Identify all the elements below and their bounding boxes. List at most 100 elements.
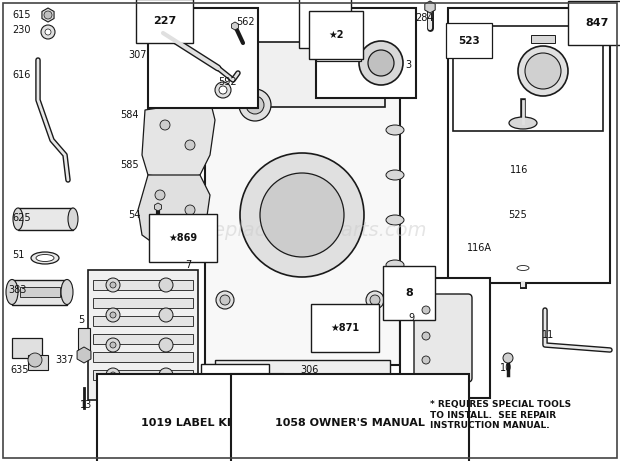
Circle shape [503, 353, 513, 363]
Circle shape [216, 71, 234, 89]
Polygon shape [142, 100, 215, 180]
Circle shape [327, 32, 363, 68]
Text: 10: 10 [500, 363, 512, 373]
Circle shape [110, 312, 116, 318]
Circle shape [99, 398, 109, 408]
Circle shape [422, 332, 430, 340]
Bar [93, 316, 193, 326]
Text: 307: 307 [128, 50, 146, 60]
Text: 284: 284 [415, 13, 433, 23]
Text: 523: 523 [458, 36, 480, 46]
Text: 11: 11 [542, 330, 554, 340]
Circle shape [317, 22, 373, 78]
Ellipse shape [512, 263, 534, 273]
Text: 306: 306 [300, 365, 319, 375]
Circle shape [110, 282, 116, 288]
Text: 525: 525 [508, 210, 527, 220]
Circle shape [159, 278, 173, 292]
Ellipse shape [509, 117, 537, 129]
Bar [93, 370, 193, 380]
Ellipse shape [386, 125, 404, 135]
Circle shape [518, 46, 568, 96]
Circle shape [219, 86, 227, 94]
Circle shape [159, 308, 173, 322]
Circle shape [422, 306, 430, 314]
Circle shape [368, 50, 394, 76]
Circle shape [366, 291, 384, 309]
Ellipse shape [31, 252, 59, 264]
Ellipse shape [517, 266, 529, 271]
Text: 584: 584 [120, 110, 138, 120]
Bar [400, 278, 490, 398]
Text: 7: 7 [185, 260, 191, 270]
Text: 635: 635 [10, 365, 29, 375]
Text: 337: 337 [55, 355, 74, 365]
Text: 51: 51 [12, 250, 24, 260]
Circle shape [155, 190, 165, 200]
Bar [148, 8, 258, 108]
Circle shape [260, 173, 344, 257]
Ellipse shape [36, 254, 54, 261]
Circle shape [110, 342, 116, 348]
Text: ★871: ★871 [330, 323, 359, 333]
Text: ereplacementparts.com: ereplacementparts.com [193, 221, 427, 240]
Circle shape [215, 82, 231, 98]
Ellipse shape [386, 215, 404, 225]
Circle shape [246, 96, 264, 114]
Bar [28, 355, 48, 370]
Text: 230: 230 [12, 25, 30, 35]
Circle shape [240, 153, 364, 277]
Text: ★2: ★2 [328, 30, 343, 40]
Text: 847: 847 [585, 18, 608, 28]
Text: 227: 227 [153, 16, 176, 26]
Bar [316, 8, 416, 98]
Bar [215, 360, 390, 375]
Circle shape [44, 11, 52, 19]
Circle shape [41, 25, 55, 39]
Circle shape [185, 140, 195, 150]
Polygon shape [138, 175, 210, 248]
Circle shape [110, 372, 116, 378]
Ellipse shape [386, 170, 404, 180]
Ellipse shape [68, 208, 78, 230]
Circle shape [45, 29, 51, 35]
Text: ★869: ★869 [168, 233, 197, 243]
Circle shape [220, 295, 230, 305]
Bar [93, 334, 193, 344]
Bar [93, 298, 193, 308]
Text: 13: 13 [80, 400, 92, 410]
Circle shape [160, 120, 170, 130]
Circle shape [370, 75, 380, 85]
Circle shape [106, 308, 120, 322]
Circle shape [366, 71, 384, 89]
Text: 116: 116 [510, 165, 528, 175]
Bar [220, 42, 385, 107]
Bar [88, 270, 198, 400]
Circle shape [359, 41, 403, 85]
Bar [93, 352, 193, 362]
Circle shape [525, 53, 561, 89]
Circle shape [159, 338, 173, 352]
Circle shape [422, 356, 430, 364]
Circle shape [220, 75, 230, 85]
Text: 1019 LABEL KIT: 1019 LABEL KIT [141, 418, 239, 428]
Bar [12, 338, 42, 358]
Bar [448, 8, 610, 283]
FancyBboxPatch shape [414, 294, 472, 382]
Text: ★2: ★2 [331, 36, 347, 46]
Text: 5: 5 [78, 315, 84, 325]
Bar [18, 208, 73, 230]
Circle shape [28, 353, 42, 367]
Text: ★870: ★870 [220, 383, 249, 393]
Text: 116A: 116A [467, 243, 492, 253]
Bar [20, 287, 60, 297]
Text: 307: 307 [355, 395, 373, 405]
Circle shape [216, 291, 234, 309]
Bar [12, 280, 67, 305]
Text: 1: 1 [321, 16, 329, 26]
Circle shape [239, 89, 271, 121]
Text: 383: 383 [8, 285, 27, 295]
Bar [453, 26, 603, 131]
Text: 625: 625 [12, 213, 30, 223]
Text: 1058 OWNER'S MANUAL: 1058 OWNER'S MANUAL [275, 418, 425, 428]
